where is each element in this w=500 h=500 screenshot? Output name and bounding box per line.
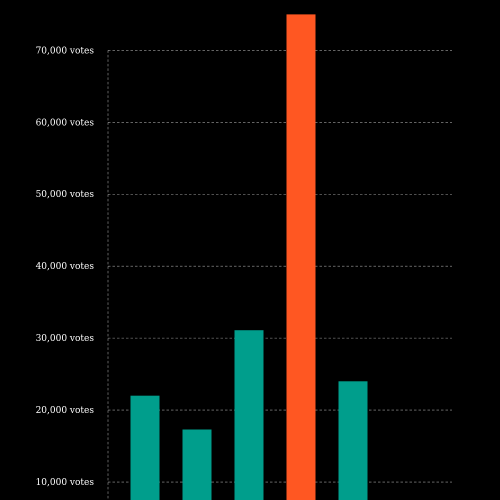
y-tick-label: 10,000 votes	[36, 478, 95, 488]
y-tick-label: 30,000 votes	[36, 334, 95, 344]
bars	[130, 14, 368, 500]
bar	[182, 429, 212, 500]
y-tick-label: 40,000 votes	[36, 262, 95, 272]
bar-highlighted	[286, 14, 316, 500]
y-tick-label: 50,000 votes	[36, 190, 95, 200]
y-tick-label: 70,000 votes	[36, 46, 95, 56]
y-axis: 10,000 votes 20,000 votes 30,000 votes 40,0…	[36, 46, 95, 488]
grid-lines	[107, 50, 452, 500]
bar	[338, 381, 368, 500]
bar	[234, 330, 264, 500]
bar	[130, 395, 160, 500]
y-tick-label: 20,000 votes	[36, 406, 95, 416]
y-tick-label: 60,000 votes	[36, 118, 95, 128]
